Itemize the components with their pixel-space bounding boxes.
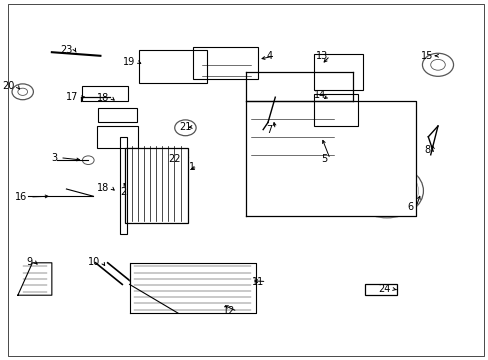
Text: 21: 21 <box>179 122 191 132</box>
Text: 4: 4 <box>266 51 272 61</box>
Text: 15: 15 <box>420 51 432 61</box>
Text: 14: 14 <box>313 90 325 100</box>
Polygon shape <box>18 263 52 295</box>
Text: 12: 12 <box>222 306 235 316</box>
Text: 11: 11 <box>251 276 264 287</box>
Text: 18: 18 <box>97 183 109 193</box>
Text: 19: 19 <box>123 57 135 67</box>
Text: 5: 5 <box>321 154 327 164</box>
Text: 6: 6 <box>407 202 413 212</box>
Text: 23: 23 <box>60 45 72 55</box>
Text: 13: 13 <box>315 51 327 61</box>
Text: 22: 22 <box>168 154 180 164</box>
FancyBboxPatch shape <box>124 148 187 223</box>
Text: 8: 8 <box>424 145 430 156</box>
Text: 9: 9 <box>26 257 32 267</box>
Text: 7: 7 <box>266 125 272 135</box>
Polygon shape <box>129 263 255 313</box>
Text: 18: 18 <box>97 93 109 103</box>
Text: 16: 16 <box>15 192 27 202</box>
Text: 2: 2 <box>120 187 126 197</box>
Text: 3: 3 <box>51 153 58 163</box>
Text: 17: 17 <box>66 92 79 102</box>
Text: 10: 10 <box>87 257 100 267</box>
Text: 24: 24 <box>378 284 390 294</box>
Text: 20: 20 <box>2 81 15 91</box>
Polygon shape <box>245 101 415 216</box>
Text: 1: 1 <box>189 162 195 172</box>
